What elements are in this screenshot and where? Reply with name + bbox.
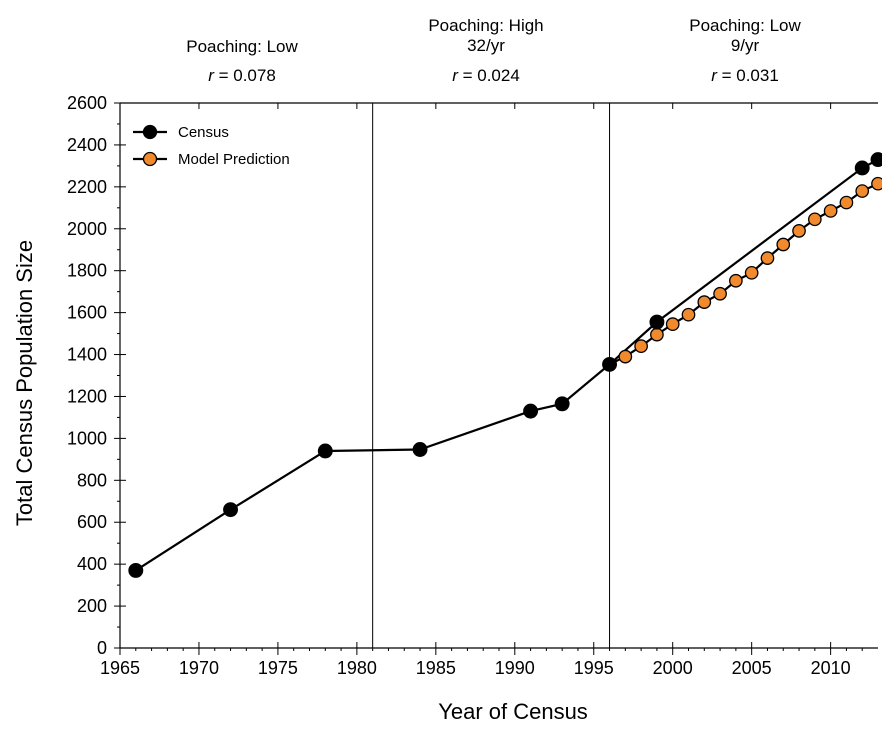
- r-symbol: r: [452, 66, 459, 85]
- correlation-label: r = 0.031: [711, 66, 779, 85]
- r-symbol: r: [208, 66, 215, 85]
- census-point: [649, 314, 665, 330]
- legend-marker: [142, 124, 158, 140]
- x-tick-label: 2000: [653, 658, 693, 678]
- census-point: [412, 442, 428, 457]
- x-tick-label: 1990: [495, 658, 535, 678]
- legend-label: Model Prediction: [178, 151, 290, 168]
- legend-marker: [142, 151, 158, 167]
- model-point: [697, 295, 712, 309]
- y-tick-label: 2400: [67, 135, 107, 155]
- model-point: [729, 273, 743, 288]
- annotations: Poaching: Low r = 0.078 Poaching: High32/y…: [186, 16, 801, 85]
- series-line: [135, 158, 879, 572]
- y-tick-label: 800: [77, 470, 107, 490]
- census-point: [523, 403, 539, 419]
- y-tick-label: 1400: [67, 345, 107, 365]
- model-point: [634, 339, 648, 354]
- model-point: [665, 317, 680, 331]
- y-tick-label: 2600: [67, 93, 107, 113]
- census-point: [554, 396, 570, 412]
- x-tick-label: 1985: [416, 658, 456, 678]
- series-line: [609, 182, 879, 366]
- model-point: [823, 204, 838, 218]
- census-point: [602, 356, 617, 372]
- model-point: [807, 212, 822, 227]
- x-axis-title: Year of Census: [438, 699, 588, 724]
- legend-label: Census: [178, 124, 229, 141]
- y-tick-label: 0: [97, 638, 107, 658]
- model-point: [871, 176, 882, 191]
- plot-frame: [119, 102, 878, 649]
- x-tick-label: 1965: [100, 658, 140, 678]
- r-value: = 0.078: [214, 66, 276, 85]
- census-point: [870, 152, 882, 168]
- poaching-rate-label: 9/yr: [731, 36, 760, 55]
- y-tick-label: 2000: [67, 219, 107, 239]
- y-axis-title: Total Census Population Size: [12, 240, 37, 526]
- model-point: [855, 184, 870, 198]
- model-point: [618, 349, 633, 364]
- model-point: [681, 307, 696, 322]
- y-tick-label: 400: [77, 554, 107, 574]
- census-point: [317, 443, 333, 459]
- axes: 0 200 400 600 800 1000 1200 1400 1600 1800 2000 220…: [67, 93, 863, 678]
- model-point: [713, 286, 727, 301]
- r-symbol: r: [711, 66, 718, 85]
- x-tick-label: 1995: [574, 658, 614, 678]
- x-tick-label: 1980: [337, 658, 377, 678]
- correlation-label: r = 0.078: [208, 66, 276, 85]
- model-point: [776, 237, 791, 252]
- census-point: [128, 562, 144, 578]
- period-dividers: [372, 103, 611, 648]
- series-layer: [128, 152, 882, 578]
- census-point: [223, 502, 238, 518]
- legend: Census Model Prediction: [133, 124, 290, 168]
- y-tick-label: 1200: [67, 386, 107, 406]
- model-point: [650, 327, 664, 342]
- period-label: Poaching: Low: [186, 37, 298, 56]
- y-tick-label: 1000: [67, 428, 107, 448]
- x-tick-label: 1975: [258, 658, 298, 678]
- y-tick-label: 200: [77, 596, 107, 616]
- x-tick-label: 2005: [732, 658, 772, 678]
- y-tick-label: 600: [77, 512, 107, 532]
- model-point: [744, 265, 759, 280]
- model-point: [792, 224, 806, 238]
- period-label: Poaching: Low: [689, 16, 801, 35]
- correlation-label: r = 0.024: [452, 66, 520, 85]
- period-label: Poaching: High: [428, 16, 543, 35]
- census-point: [854, 160, 870, 176]
- x-tick-label: 1970: [179, 658, 219, 678]
- poaching-rate-label: 32/yr: [467, 36, 505, 55]
- r-value: = 0.031: [717, 66, 779, 85]
- r-value: = 0.024: [458, 66, 520, 85]
- y-tick-label: 1600: [67, 303, 107, 323]
- y-tick-label: 2200: [67, 177, 107, 197]
- y-tick-label: 1800: [67, 261, 107, 281]
- model-point: [760, 251, 775, 265]
- model-point: [839, 195, 854, 210]
- x-tick-label: 2010: [811, 658, 851, 678]
